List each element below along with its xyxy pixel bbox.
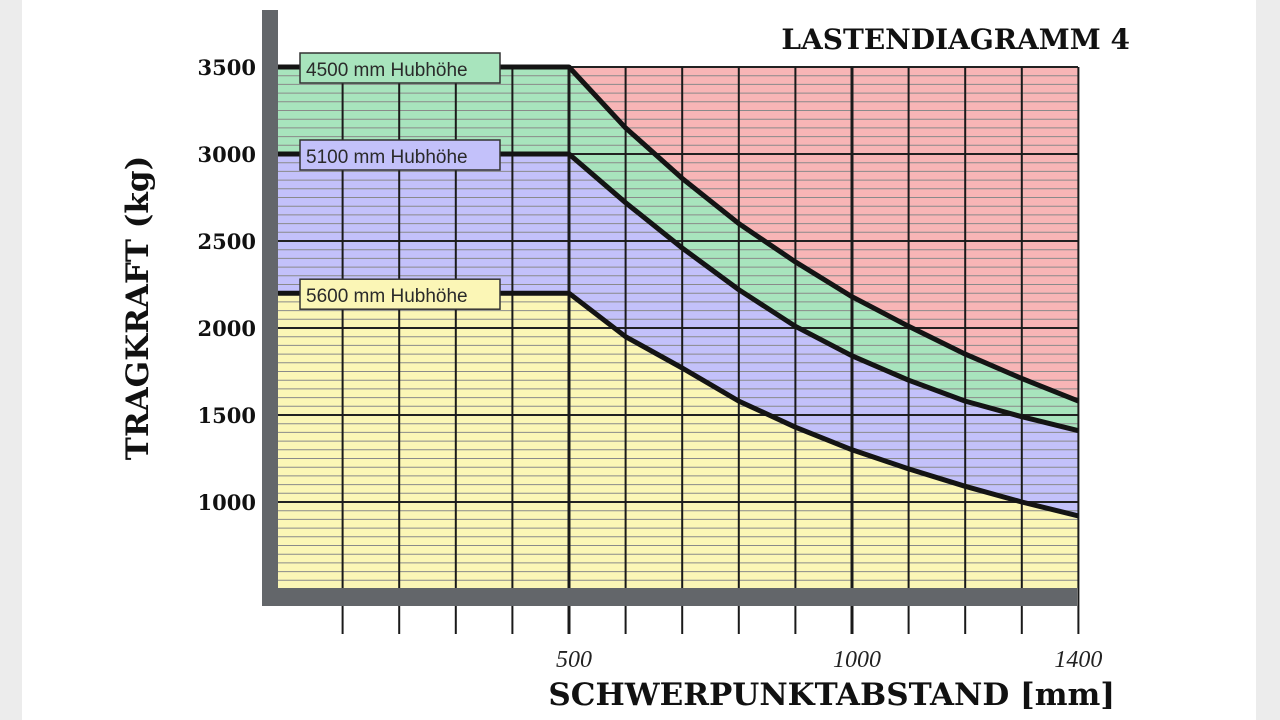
y-tick-label: 3500 [198, 55, 256, 80]
chart-title: LASTENDIAGRAMM 4 [781, 23, 1130, 56]
y-tick-label: 2000 [198, 316, 256, 341]
curve-label-text: 4500 mm Hubhöhe [306, 60, 468, 81]
capacity-curves [262, 64, 1080, 519]
curve-label-1: 4500 mm Hubhöhe [299, 52, 501, 84]
curve-label-box [299, 52, 501, 84]
y-axis-bar [262, 10, 278, 606]
x-tick-label: 1400 [1054, 647, 1102, 673]
y-tick-label: 2500 [198, 229, 256, 254]
x-axis-bar [262, 588, 1077, 606]
grid [262, 66, 1080, 634]
curve-label-box [299, 139, 501, 171]
capacity-curve-2 [262, 151, 1080, 434]
tick-labels: 1000 1500 2000 2500 3000 3500 500 1000 1400 [198, 55, 1103, 673]
curve-labels: 4500 mm Hubhöhe 5100 mm Hubhöhe 5600 mm Hu… [299, 52, 501, 310]
zone-fill-2 [278, 154, 1079, 516]
y-tick-label: 3000 [198, 142, 256, 167]
curve-label-3: 5600 mm Hubhöhe [299, 278, 501, 310]
x-axis-title: SCHWERPUNKTABSTAND [mm] [548, 677, 1115, 713]
curve-label-2: 5100 mm Hubhöhe [299, 139, 501, 171]
capacity-curve-1 [262, 64, 1080, 404]
curve-label-box [299, 278, 501, 310]
axes [262, 10, 1077, 606]
y-axis-title: TRAGKRAFT (kg) [120, 156, 156, 460]
y-tick-label: 1000 [198, 490, 256, 515]
curve-label-text: 5600 mm Hubhöhe [306, 286, 468, 307]
overload-zone [569, 67, 1079, 402]
zone-fill-1 [278, 67, 1079, 431]
capacity-curve-3 [262, 290, 1079, 519]
x-tick-label: 1000 [833, 647, 881, 673]
y-tick-label: 1500 [198, 403, 256, 428]
x-tick-label: 500 [556, 647, 592, 673]
curve-label-text: 5100 mm Hubhöhe [306, 147, 468, 168]
